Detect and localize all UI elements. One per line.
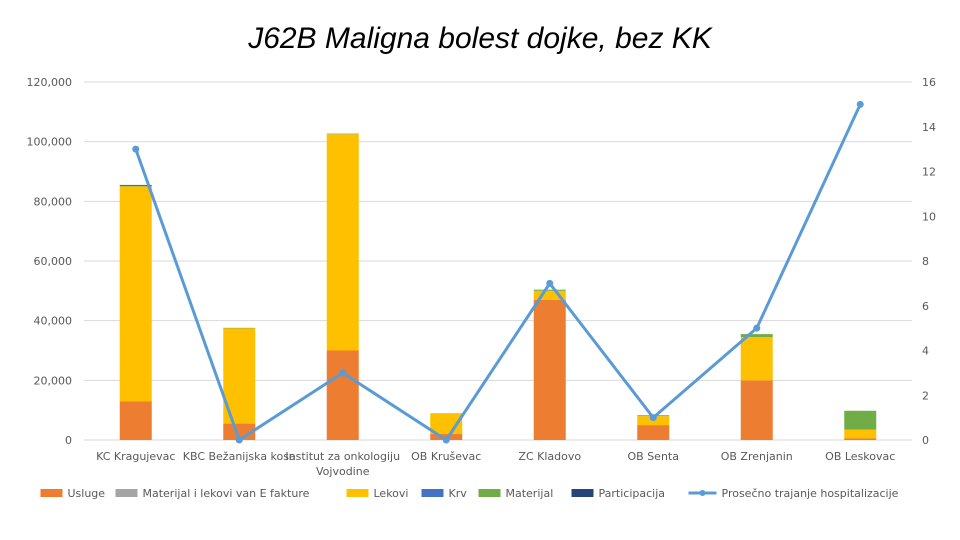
bar-segment	[844, 410, 877, 430]
legend-label: Materijal	[506, 487, 554, 500]
bar-segment	[326, 133, 359, 135]
legend-swatch-point	[699, 490, 706, 496]
y2-tick-label: 14	[922, 121, 936, 134]
legend-label: Krv	[449, 487, 468, 500]
legend-label: Participacija	[599, 487, 666, 500]
line-point	[235, 436, 243, 444]
line-point	[132, 145, 140, 153]
legend-swatch	[40, 489, 63, 497]
legend-label: Prosečno trajanje hospitalizacije	[722, 487, 899, 500]
bar-segment	[119, 401, 152, 440]
y2-tick-label: 8	[922, 255, 929, 268]
line-point	[546, 279, 554, 287]
category-label: OB Leskovac	[825, 450, 895, 463]
bar-segment	[844, 438, 877, 440]
category-label: Institut za onkologiju	[285, 450, 400, 463]
category-label: OB Zrenjanin	[721, 450, 793, 463]
y-tick-label: 80,000	[34, 195, 73, 208]
legend-label: Lekovi	[374, 487, 409, 500]
y2-tick-label: 0	[922, 434, 929, 447]
bar-segment	[326, 134, 359, 351]
line-point	[442, 436, 450, 444]
bar-segment	[223, 327, 256, 329]
y-tick-label: 60,000	[34, 255, 73, 268]
y-tick-label: 40,000	[34, 315, 73, 328]
bar-segment	[533, 289, 566, 291]
y-tick-label: 120,000	[27, 76, 73, 89]
y2-tick-label: 6	[922, 300, 929, 313]
bar-segment	[533, 299, 566, 440]
bar-segment	[740, 337, 773, 381]
bar-segment	[119, 184, 152, 186]
category-label: Vojvodine	[316, 465, 370, 478]
y2-tick-label: 16	[922, 76, 936, 89]
legend-swatch	[478, 489, 501, 497]
bar-segment	[740, 334, 773, 338]
category-label: ZC Kladovo	[518, 450, 581, 463]
legend-label: Usluge	[68, 487, 106, 500]
y2-tick-label: 2	[922, 389, 929, 402]
legend-swatch	[571, 489, 594, 497]
chart-title: J62B Maligna bolest dojke, bez KK	[248, 22, 712, 55]
legend-label: Materijal i lekovi van E fakture	[143, 487, 310, 500]
category-label: KBC Bežanijska kosa	[183, 450, 296, 463]
bar-segment	[119, 186, 152, 402]
line-point	[339, 369, 347, 377]
y-tick-label: 100,000	[27, 136, 73, 149]
line-point	[753, 324, 761, 332]
line-point	[856, 100, 864, 108]
bar-segment	[533, 290, 566, 300]
y-tick-label: 0	[65, 434, 72, 447]
bar-segment	[119, 185, 152, 187]
y2-tick-label: 12	[922, 166, 936, 179]
y2-tick-label: 4	[922, 345, 929, 358]
category-label: OB Kruševac	[411, 450, 481, 463]
bar-segment	[637, 425, 670, 440]
series-line	[134, 103, 862, 442]
legend-swatch	[421, 489, 444, 497]
y2-tick-label: 10	[922, 210, 936, 223]
bar-segment	[326, 350, 359, 440]
bar-segment	[844, 429, 877, 439]
legend-swatch	[346, 489, 369, 497]
bar-segment	[740, 380, 773, 440]
line-point	[649, 414, 657, 422]
y-tick-label: 20,000	[34, 374, 73, 387]
category-label: KC Kragujevac	[96, 450, 175, 463]
legend-swatch	[115, 489, 138, 497]
category-label: OB Senta	[628, 450, 679, 463]
